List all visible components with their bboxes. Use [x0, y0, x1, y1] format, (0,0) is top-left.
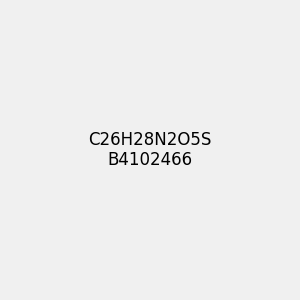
Text: C26H28N2O5S
B4102466: C26H28N2O5S B4102466 [88, 130, 212, 170]
